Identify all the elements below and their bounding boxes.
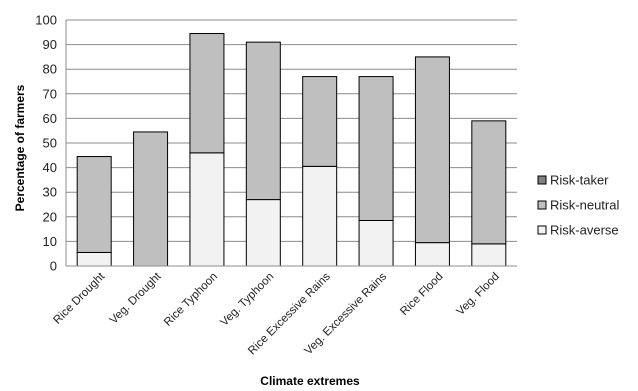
y-tick-labels: 0 10 20 30 40 50 60 70 80 90 100 [35, 13, 57, 274]
bar-segment-risk-averse [358, 219, 394, 267]
bar-segment-risk-neutral [471, 120, 507, 245]
y-tick-label: 80 [43, 62, 57, 77]
y-tick-label: 40 [43, 160, 57, 175]
y-tick-label: 90 [43, 37, 57, 52]
legend: Risk-taker Risk-neutral Risk-averse [537, 173, 619, 238]
legend-label: Risk-neutral [550, 198, 619, 213]
bar-segment-risk-averse [76, 251, 112, 267]
bar-segment-risk-averse [245, 199, 281, 267]
y-tick-label: 0 [50, 259, 57, 274]
bar-segment-risk-averse [471, 243, 507, 267]
bar-segment-risk-neutral [189, 33, 225, 154]
x-tick-label: Veg. Flood [455, 271, 502, 318]
bar-segment-risk-averse [189, 152, 225, 267]
x-tick-label: Rice Flood [398, 271, 445, 318]
legend-swatch [537, 175, 547, 185]
y-tick-label: 60 [43, 111, 57, 126]
x-tick-label: Veg. Typhoon [218, 271, 276, 329]
y-axis-title: Percentage of farmers [13, 84, 27, 211]
y-tick-label: 70 [43, 86, 57, 101]
bars [76, 33, 507, 267]
bar-segment-risk-neutral [302, 76, 338, 167]
x-tick-label: Veg. Drought [108, 270, 165, 327]
bar-segment-risk-neutral [133, 131, 169, 267]
x-axis-title: Climate extremes [260, 374, 360, 388]
bar-segment-risk-averse [302, 165, 338, 267]
y-tick-label: 10 [43, 234, 57, 249]
x-tick-label: Rice Typhoon [162, 271, 220, 329]
x-tick-label: Rice Drought [51, 270, 108, 327]
y-tick-label: 100 [35, 13, 57, 28]
y-tick-label: 20 [43, 209, 57, 224]
axes [65, 20, 517, 267]
bar-segment-risk-neutral [245, 41, 281, 201]
bar-segment-risk-neutral [414, 56, 450, 244]
bar-segment-risk-neutral [76, 156, 112, 253]
y-tick-label: 30 [43, 185, 57, 200]
legend-swatch [537, 225, 547, 235]
legend-label: Risk-averse [550, 223, 619, 238]
legend-label: Risk-taker [550, 173, 609, 188]
bar-segment-risk-neutral [358, 76, 394, 221]
y-tick-label: 50 [43, 136, 57, 151]
legend-swatch [537, 200, 547, 210]
bar-segment-risk-averse [414, 242, 450, 267]
